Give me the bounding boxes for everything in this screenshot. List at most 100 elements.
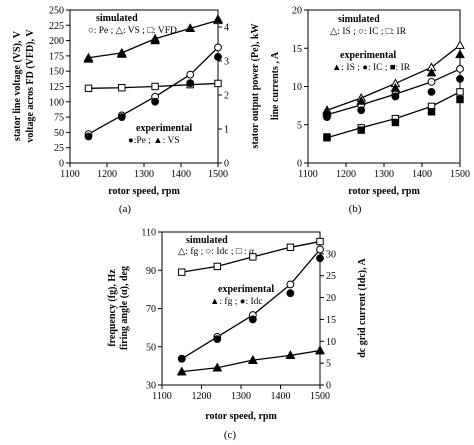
data-point [316, 254, 324, 263]
y-tick-label: 70 [146, 304, 156, 315]
data-point [323, 113, 331, 121]
data-point [323, 133, 331, 141]
legend-entry: ▲: IS ; ●: IC ; ■: IR [332, 63, 411, 73]
data-point [248, 315, 257, 324]
y-tick-label: 0 [59, 159, 64, 170]
data-point [316, 237, 324, 246]
data-point [390, 83, 401, 92]
y-tick-label: 50 [54, 128, 64, 139]
y-tick-label: 5 [297, 120, 302, 131]
data-point [214, 43, 222, 52]
data-point [214, 79, 222, 88]
panel-caption: (a) [119, 203, 132, 215]
x-axis-label: rotor speed, rpm [205, 411, 277, 422]
y-tick-label: 250 [49, 6, 64, 17]
y-tick-label: 100 [49, 97, 64, 108]
x-tick-label: 1200 [192, 391, 212, 402]
y-tick-label: 0 [297, 159, 302, 170]
y2-tick-label: 30 [326, 249, 336, 260]
legend-entry: △: IS ; ○: IC ; □: IR [330, 27, 407, 37]
data-point [214, 53, 222, 61]
data-point [456, 74, 464, 83]
data-point [213, 335, 222, 344]
data-point [150, 35, 160, 45]
data-point [248, 355, 258, 364]
data-point [286, 243, 295, 252]
data-point [177, 354, 186, 363]
data-point [391, 92, 400, 101]
data-point [316, 245, 324, 254]
data-point [315, 345, 325, 355]
data-point [176, 366, 187, 376]
y2-tick-label: 4 [224, 23, 229, 34]
data-point [455, 40, 465, 49]
x-tick-label: 1200 [336, 169, 356, 180]
data-point [185, 23, 196, 33]
y2-tick-label: 15 [326, 315, 336, 326]
panel-c: 1100 1200 1300 1400 150030507090110051015202… [107, 228, 368, 442]
legend-entry: ▲: fg ; ●: Idc [210, 296, 263, 307]
x-tick-label: 1300 [134, 169, 154, 180]
series-line [88, 46, 219, 135]
y-tick-label: 200 [49, 36, 64, 47]
data-point [286, 289, 295, 298]
legend-entry: △: fg ; ○: Idc ; □ : α [178, 246, 254, 257]
data-point [151, 97, 160, 106]
y-axis-label: line currents , A [270, 51, 281, 120]
legend-title: experimental [340, 50, 396, 61]
data-point [456, 95, 464, 104]
data-point [84, 132, 93, 141]
x-tick-label: 1500 [310, 391, 330, 402]
x-tick-label: 1500 [450, 169, 470, 180]
data-point [213, 14, 223, 23]
data-point [427, 87, 436, 96]
y2-tick-label: 3 [224, 57, 229, 68]
data-point [286, 280, 295, 289]
y-tick-label: 110 [141, 228, 156, 239]
x-tick-label: 1300 [374, 169, 394, 180]
data-point [117, 113, 126, 121]
y-tick-label: 125 [49, 82, 64, 93]
x-axis-label: rotor speed, rpm [348, 186, 420, 197]
data-point [249, 253, 257, 261]
data-point [456, 65, 464, 73]
data-point [456, 88, 464, 96]
data-point [84, 84, 93, 93]
y-tick-label: 20 [292, 6, 302, 17]
y-tick-label: 90 [146, 266, 156, 277]
legend-entry: ●:Pe ; ▲: VS [128, 136, 180, 146]
legend-entry: ○: Pe ; △: VS ; □: VFD [88, 26, 177, 36]
x-tick-label: 1100 [152, 391, 172, 402]
y2-axis-label: stator output power (Pe), kW [250, 24, 261, 149]
panel-b: 1100 1200 1300 1400 1500 0 5 10 15 20 simulated △: … [270, 6, 470, 216]
x-tick-label: 1400 [171, 169, 191, 180]
x-tick-label: 1100 [298, 169, 318, 180]
y-tick-label: 175 [49, 51, 64, 62]
data-point [357, 126, 365, 134]
legend-title: simulated [96, 13, 138, 24]
y-tick-label: 50 [146, 342, 156, 353]
x-axis-label: rotor speed, rpm [108, 186, 180, 197]
x-tick-label: 1400 [412, 169, 432, 180]
x-tick-label: 1500 [208, 169, 228, 180]
y-tick-label: 75 [54, 113, 64, 124]
data-point [285, 350, 296, 360]
y-axis-label: frequency (fg), Hz [107, 269, 118, 347]
data-point [427, 108, 436, 116]
y2-tick-label: 10 [326, 337, 336, 348]
data-point [178, 268, 186, 276]
data-point [357, 106, 366, 115]
y2-tick-label: 0 [224, 159, 229, 170]
y-axis-label: voltage acros FD (VFD), V [25, 29, 36, 143]
y-tick-label: 15 [292, 44, 302, 55]
y-tick-label: 150 [49, 67, 64, 78]
y2-tick-label: 25 [326, 271, 336, 282]
data-point [455, 49, 465, 59]
x-tick-label: 1100 [60, 169, 80, 180]
data-point [213, 262, 222, 271]
y2-tick-label: 20 [326, 293, 336, 304]
y-axis-label: stator line voltage (VS), V [12, 30, 23, 141]
y2-axis-label: dc grid current (Idc), A [357, 257, 368, 357]
data-point [212, 362, 223, 372]
